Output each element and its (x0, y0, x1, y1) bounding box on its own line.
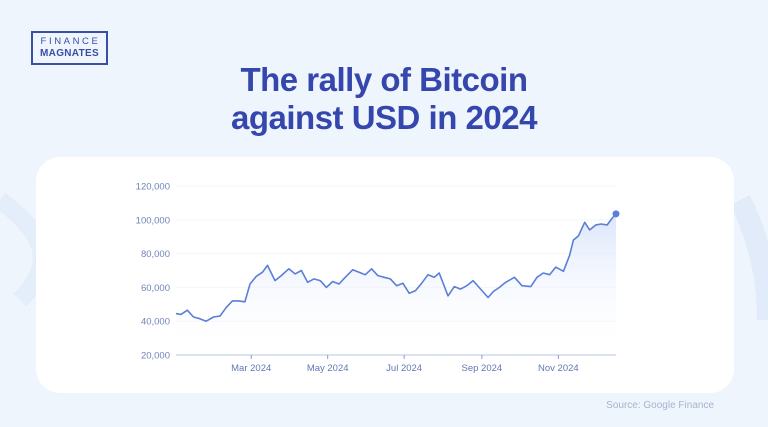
finance-magnates-logo: FINANCE MAGNATES (31, 31, 108, 65)
x-tick-label: Nov 2024 (538, 363, 579, 374)
y-tick-label: 100,000 (136, 215, 170, 226)
y-tick-label: 60,000 (141, 283, 170, 294)
title-line1: The rally of Bitcoin (240, 61, 528, 98)
y-tick-label: 120,000 (136, 182, 170, 193)
x-tick-label: Jul 2024 (386, 363, 422, 374)
title-line2: against USD in 2024 (231, 99, 537, 136)
source-note: Source: Google Finance (606, 400, 714, 411)
y-tick-label: 40,000 (141, 317, 170, 328)
price-line (175, 213, 617, 322)
x-tick-label: Sep 2024 (462, 363, 503, 374)
end-point-marker (612, 210, 620, 218)
logo-line1: FINANCE (40, 36, 101, 48)
area-fill (176, 213, 616, 355)
y-tick-label: 20,000 (141, 351, 170, 362)
page-title: The rally of Bitcoin against USD in 2024 (0, 61, 768, 137)
logo-line2: MAGNATES (40, 47, 99, 59)
x-tick-label: May 2024 (307, 363, 349, 374)
y-tick-label: 80,000 (141, 249, 170, 260)
x-tick-label: Mar 2024 (231, 363, 271, 374)
